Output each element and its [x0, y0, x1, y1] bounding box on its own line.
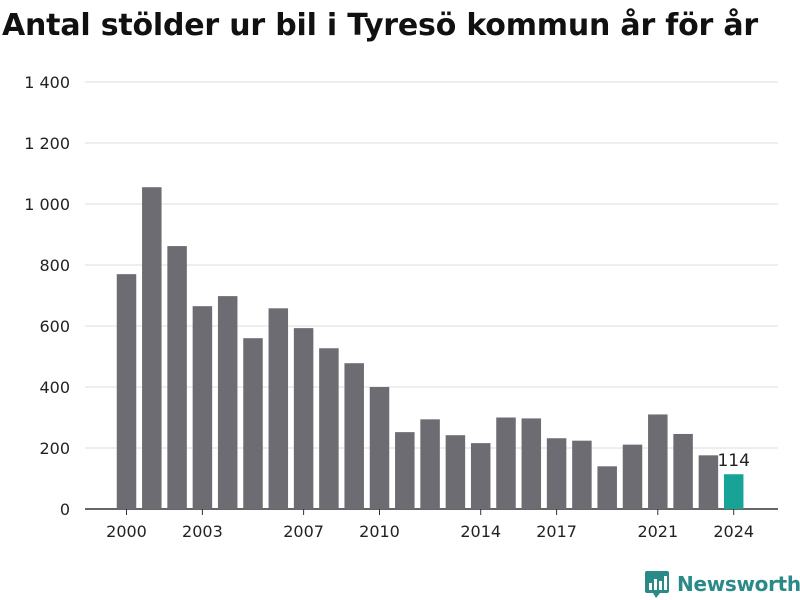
bar-2012: [420, 419, 440, 509]
bar-2023: [698, 455, 719, 509]
bar-2014: [470, 443, 491, 509]
bar-2007: [293, 328, 314, 509]
bar-2019: [597, 466, 617, 509]
chart-title: Antal stölder ur bil i Tyresö kommun år …: [2, 8, 759, 43]
x-tick-label: 2000: [106, 522, 147, 541]
x-tick-label: 2010: [359, 522, 400, 541]
x-tick-label: 2024: [713, 522, 754, 541]
x-tick-label: 2017: [536, 522, 577, 541]
data-label: 114: [717, 451, 749, 471]
x-tick-label: 2021: [637, 522, 678, 541]
bar-2003: [192, 306, 213, 509]
bar-2004: [217, 296, 238, 509]
bar-2016: [521, 418, 542, 509]
bars: [116, 187, 744, 509]
x-axis-ticks: 2000 2003 2007 2010 2014 2017 2021 2024: [106, 509, 754, 541]
bar-2008: [319, 348, 339, 509]
bar-2024: [723, 474, 744, 509]
bar-2002: [167, 246, 187, 509]
bar-2021: [648, 414, 668, 509]
data-labels: 114: [717, 451, 749, 471]
y-tick-label: 600: [39, 317, 70, 336]
y-tick-label: 200: [39, 439, 70, 458]
brand-logo: Newsworthy: [644, 569, 800, 599]
y-tick-label: 400: [39, 378, 70, 397]
bar-2017: [546, 438, 567, 509]
bar-2000: [116, 274, 137, 509]
y-tick-label: 1 400: [24, 73, 70, 92]
bar-2020: [622, 444, 643, 509]
x-tick-label: 2014: [460, 522, 501, 541]
bar-2015: [496, 417, 516, 509]
x-tick-label: 2003: [182, 522, 223, 541]
bar-2009: [344, 363, 364, 509]
bar-2022: [673, 433, 693, 509]
bar-2005: [243, 338, 263, 509]
y-axis-ticks: 0 200 400 600 800 1 000 1 200 1 400: [24, 73, 70, 519]
bar-2011: [395, 432, 415, 509]
bar-2013: [445, 435, 466, 509]
bar-2001: [142, 187, 162, 509]
bar-2018: [572, 440, 592, 509]
y-tick-label: 0: [60, 500, 70, 519]
brand-name: Newsworthy: [677, 572, 800, 596]
x-tick-label: 2007: [283, 522, 324, 541]
bar-2010: [369, 387, 390, 509]
y-tick-label: 800: [39, 256, 70, 275]
y-tick-label: 1 000: [24, 195, 70, 214]
bar-2006: [268, 308, 289, 509]
newsworthy-chart-icon: [645, 571, 669, 598]
y-tick-label: 1 200: [24, 134, 70, 153]
